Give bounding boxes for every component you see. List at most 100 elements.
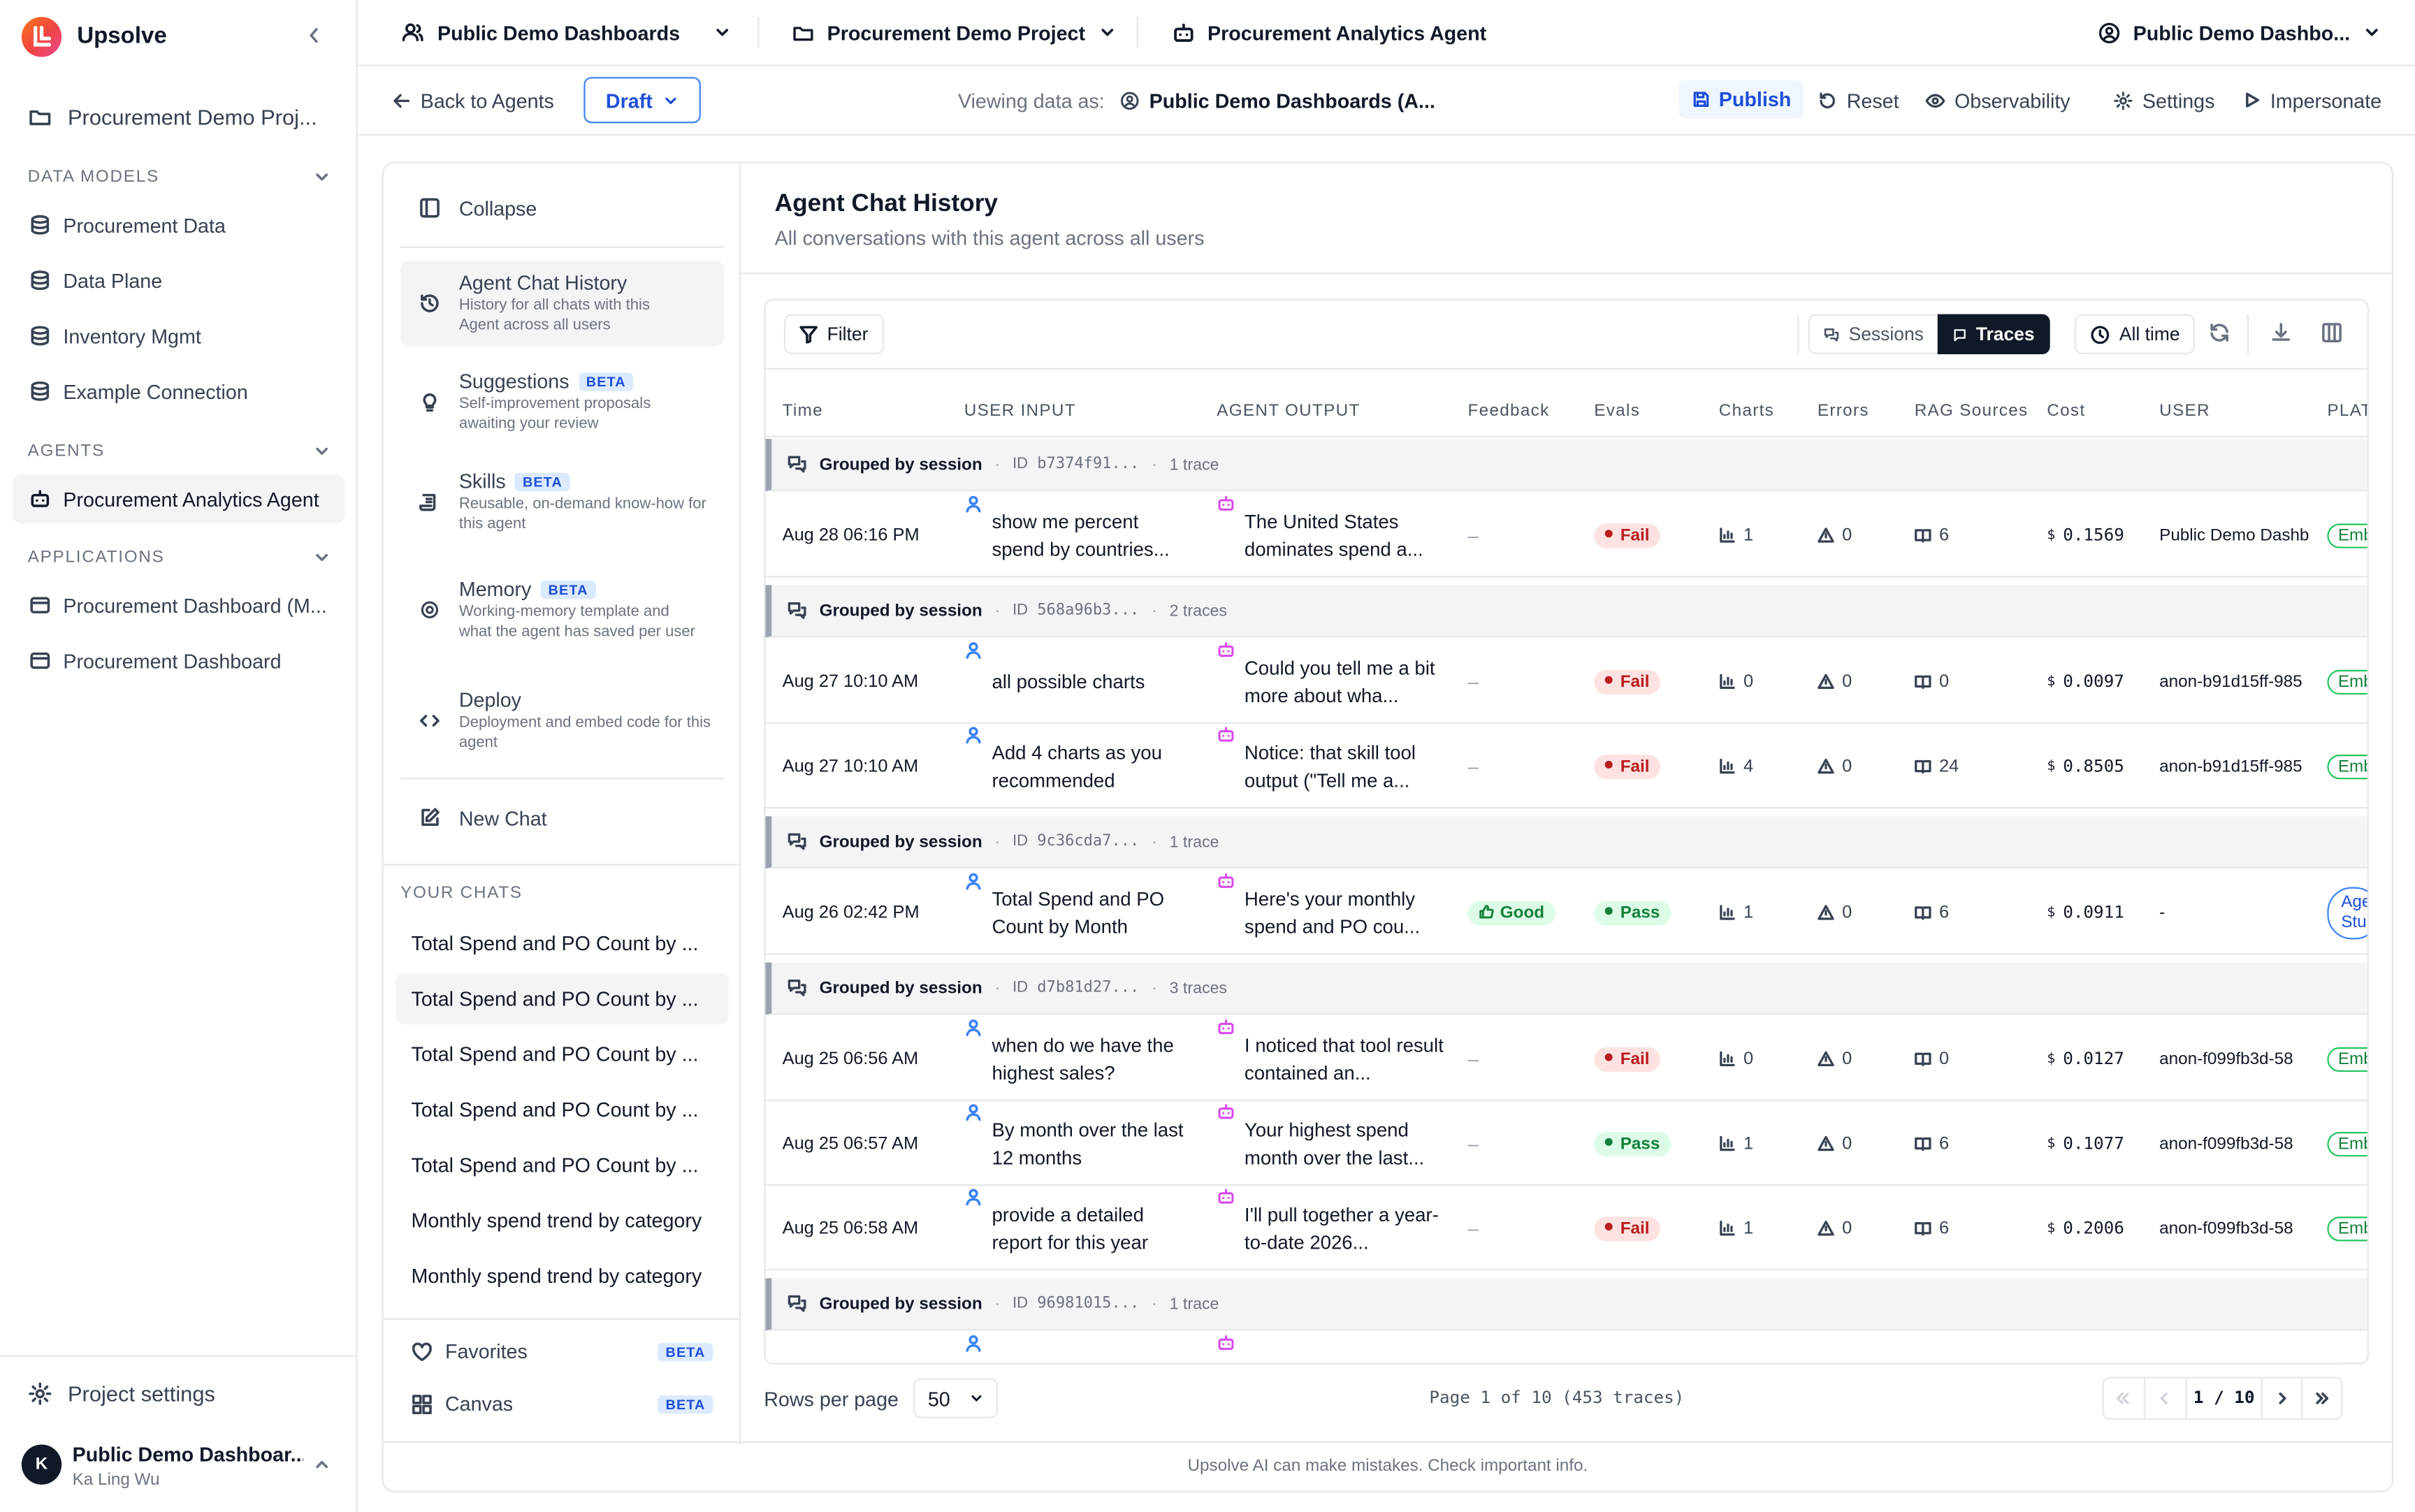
chat-item[interactable]: Total Spend and PO Count by ... — [411, 931, 699, 955]
project-selector[interactable]: Procurement Demo Proj... — [28, 99, 336, 136]
session-group-row[interactable]: Grouped by session · ID d7b81d27... · 3 trace… — [765, 962, 2367, 1015]
prev-page-icon[interactable] — [2155, 1389, 2173, 1407]
chat-item[interactable]: Total Spend and PO Count by ... — [396, 973, 729, 1024]
table-row[interactable]: Aug 26 02:42 PM Total Spend and PO Count … — [765, 870, 2367, 955]
reset-button[interactable]: Reset — [1818, 66, 1899, 134]
col-user[interactable]: USER — [2159, 402, 2210, 421]
cell-errors: 0 — [1818, 1017, 1852, 1101]
data-models-heading[interactable]: DATA MODELS — [28, 168, 330, 187]
table-row[interactable]: Aug 25 06:56 AM when do we have the highe… — [765, 1017, 2367, 1101]
traces-toggle[interactable]: Traces — [1937, 314, 2050, 354]
cell-evals: Fail — [1594, 1017, 1660, 1101]
last-page-icon[interactable] — [2314, 1389, 2332, 1407]
sidebar-item-application[interactable]: Procurement Dashboard — [13, 636, 345, 685]
new-chat-button[interactable]: New Chat — [400, 801, 724, 834]
col-agent-output[interactable]: AGENT OUTPUT — [1217, 402, 1361, 421]
book-icon — [1915, 906, 1931, 920]
col-user-input[interactable]: USER INPUT — [964, 402, 1076, 421]
collapse-button[interactable]: Collapse — [400, 191, 724, 224]
session-group-row[interactable]: Grouped by session · ID b7374f91... · 1 trace — [765, 439, 2367, 492]
user-name: Ka Ling Wu — [72, 1470, 160, 1490]
collapse-sidebar-icon[interactable] — [303, 24, 325, 46]
refresh-icon[interactable] — [2209, 322, 2231, 344]
chat-item[interactable]: Monthly spend trend by category — [411, 1209, 702, 1233]
viewing-as[interactable]: Viewing data as: Public Demo Dashboards … — [957, 88, 1435, 112]
session-group-row[interactable]: Grouped by session · ID 9c36cda7... · 1 trace — [765, 816, 2367, 869]
first-page-icon[interactable] — [2113, 1389, 2131, 1407]
cell-errors: 0 — [1818, 1186, 1852, 1270]
col-feedback[interactable]: Feedback — [1467, 402, 1550, 421]
avatar[interactable]: K — [21, 1444, 62, 1485]
nav-suggestions[interactable]: Suggestions BETA Self-improvement proposal… — [400, 363, 724, 440]
download-icon[interactable] — [2270, 322, 2292, 344]
col-evals[interactable]: Evals — [1594, 402, 1641, 421]
cell-user-input: show me percent spend by countries... — [964, 493, 1196, 577]
table-row[interactable]: Aug 25 06:57 AM By month over the last 12… — [765, 1101, 2367, 1186]
session-group-row[interactable]: Grouped by session · ID 96981015... · 1 trace — [765, 1278, 2367, 1331]
cell-errors: 0 — [1818, 870, 1852, 954]
group-label: Grouped by session — [819, 455, 982, 474]
sidebar-item-application[interactable]: Procurement Dashboard (M... — [13, 581, 345, 630]
chat-item[interactable]: Total Spend and PO Count by ... — [411, 1098, 699, 1121]
account-menu-toggle[interactable] — [312, 1455, 331, 1474]
chat-item[interactable]: Monthly spend trend by category — [411, 1264, 702, 1288]
draft-selector[interactable]: Draft — [583, 77, 701, 124]
project-name: Procurement Demo Proj... — [67, 104, 317, 130]
nav-agent-chat-history[interactable]: Agent Chat History History for all chats … — [400, 260, 724, 347]
account-selector[interactable]: Public Demo Dashbo... — [2098, 0, 2381, 65]
next-page-icon[interactable] — [2273, 1389, 2291, 1407]
sidebar-item-data-model[interactable]: Inventory Mgmt — [13, 311, 345, 361]
col-time[interactable]: Time — [782, 402, 823, 421]
agent-crumb[interactable]: Procurement Analytics Agent — [1172, 0, 1486, 65]
session-group-row[interactable]: Grouped by session · ID 568a96b3... · 2 trace… — [765, 585, 2367, 638]
filter-button[interactable]: Filter — [783, 314, 884, 354]
brand-name: Upsolve — [77, 23, 167, 50]
columns-icon[interactable] — [2321, 322, 2343, 344]
project-selector-top[interactable]: Procurement Demo Project — [792, 0, 1116, 65]
nav-deploy[interactable]: Deploy Deployment and embed code for this… — [400, 682, 724, 759]
user-org: Public Demo Dashboar... — [72, 1443, 304, 1467]
canvas-link[interactable]: Canvas BETA — [411, 1393, 713, 1416]
table-row[interactable]: Aug 28 06:16 PM show me percent spend by … — [765, 493, 2367, 578]
rows-per-page-select[interactable]: 50 — [914, 1378, 999, 1418]
applications-heading[interactable]: APPLICATIONS — [28, 548, 330, 567]
org-selector[interactable]: Public Demo Dashboards — [400, 0, 732, 65]
table-row[interactable]: Aug 25 06:58 AM provide a detailed report… — [765, 1186, 2367, 1271]
favorites-link[interactable]: Favorites BETA — [411, 1340, 713, 1363]
nav-memory[interactable]: Memory BETA Working-memory template and wh… — [400, 564, 724, 656]
col-charts[interactable]: Charts — [1718, 402, 1775, 421]
table-toolbar: Filter Sessions Traces All time — [765, 300, 2367, 370]
platform-badge: Emb — [2327, 1131, 2367, 1156]
chat-item[interactable]: Total Spend and PO Count by ... — [411, 1042, 699, 1066]
impersonate-button[interactable]: Impersonate — [2242, 66, 2381, 134]
agents-heading[interactable]: AGENTS — [28, 442, 330, 460]
folder-icon — [793, 26, 813, 41]
nav-skills[interactable]: Skills BETA Reusable, on-demand know-how f… — [400, 463, 724, 540]
table-row[interactable]: Total Spend and PO Here's your monthly Age — [765, 1332, 2367, 1363]
sidebar-item-data-model[interactable]: Procurement Data — [13, 201, 345, 250]
table-row[interactable]: Aug 27 10:10 AM all possible charts Could … — [765, 639, 2367, 724]
table-row[interactable]: Aug 27 10:10 AM Add 4 charts as you recom… — [765, 724, 2367, 809]
col-platform[interactable]: PLAT — [2327, 402, 2369, 421]
observability-button[interactable]: Observability — [1925, 66, 2070, 134]
col-cost[interactable]: Cost — [2047, 402, 2086, 421]
back-to-agents-link[interactable]: Back to Agents — [391, 66, 554, 134]
sessions-toggle[interactable]: Sessions — [1808, 314, 1939, 354]
chat-item[interactable]: Total Spend and PO Count by ... — [411, 1153, 699, 1177]
cell-charts: 0 — [1719, 1017, 1753, 1101]
sidebar-item-data-model[interactable]: Example Connection — [13, 367, 345, 416]
col-rag-sources[interactable]: RAG Sources — [1914, 402, 2029, 421]
cell-user-input: all possible charts — [964, 639, 1196, 724]
bar-chart-icon — [1720, 758, 1735, 774]
clock-icon — [2091, 325, 2110, 344]
messages-icon — [788, 456, 806, 473]
project-settings-link[interactable]: Project settings — [28, 1381, 215, 1406]
sidebar-item-data-model[interactable]: Data Plane — [13, 256, 345, 305]
settings-button[interactable]: Settings — [2113, 66, 2214, 134]
sidebar-item-agent[interactable]: Procurement Analytics Agent — [12, 474, 345, 524]
col-errors[interactable]: Errors — [1817, 402, 1869, 421]
history-icon — [421, 294, 439, 312]
publish-button[interactable]: Publish — [1678, 80, 1804, 119]
time-range-button[interactable]: All time — [2074, 314, 2196, 354]
eye-icon — [1925, 93, 1945, 108]
